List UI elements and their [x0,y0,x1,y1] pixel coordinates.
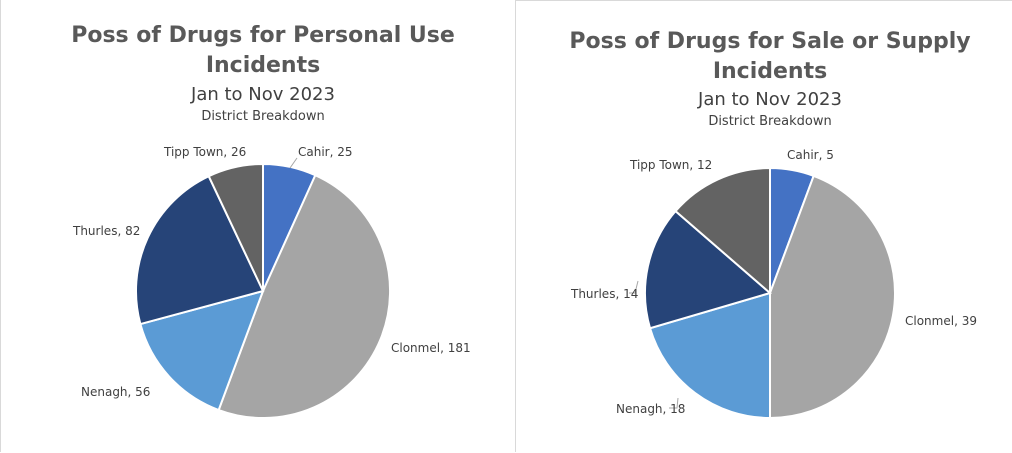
data-label-cahir: Cahir, 5 [787,148,834,162]
pie-slice-tipp-town [207,162,264,292]
chart-subtitle: Jan to Nov 2023 [190,84,335,105]
pie-slice-thurles [643,209,773,330]
pie-chart-personal-use: Poss of Drugs for Personal Use Incidents… [71,23,471,420]
chart-title-line-2: Incidents [206,53,320,78]
pie-slices [135,162,392,420]
pie-chart-sale-supply: Poss of Drugs for Sale or Supply Inciden… [569,29,977,420]
leader-line [289,157,298,169]
pie-labels: Cahir, 25 Clonmel, 181 Nenagh, 56 Thurles, … [72,145,471,399]
data-label-nenagh: Nenagh, 56 [81,385,150,399]
chart-subtitle-2: District Breakdown [708,114,831,129]
chart-title-line-1: Poss of Drugs for Personal Use [71,23,455,48]
data-label-tipp-town: Tipp Town, 26 [163,145,246,159]
chart-subtitle: Jan to Nov 2023 [697,89,842,110]
pie-slice-clonmel [217,173,392,420]
data-label-thurles: Thurles, 82 [72,224,140,238]
leader-line [669,397,679,409]
chart-panel-personal-use: Poss of Drugs for Personal Use Incidents… [0,0,516,452]
chart-subtitle-2: District Breakdown [201,109,324,124]
data-label-tipp-town: Tipp Town, 12 [629,158,712,172]
pie-slice-clonmel [769,174,896,420]
pie-slices [643,166,896,420]
chart-title-line-2: Incidents [713,59,827,84]
pie-slice-thurles [135,174,265,326]
chart-panel-sale-supply: Poss of Drugs for Sale or Supply Inciden… [516,0,1012,452]
data-label-nenagh: Nenagh, 18 [616,402,685,416]
pie-slice-nenagh [648,291,771,420]
pie-slice-tipp-town [674,166,771,296]
pie-labels: Cahir, 5 Clonmel, 39 Nenagh, 18 Thurles, 14… [570,148,977,416]
data-label-cahir: Cahir, 25 [298,145,353,159]
data-label-thurles: Thurles, 14 [570,287,638,301]
leader-line [629,280,639,294]
data-label-clonmel: Clonmel, 39 [905,314,977,328]
data-label-clonmel: Clonmel, 181 [391,341,471,355]
pie-slice-nenagh [139,289,265,412]
chart-title-line-1: Poss of Drugs for Sale or Supply [569,29,970,54]
